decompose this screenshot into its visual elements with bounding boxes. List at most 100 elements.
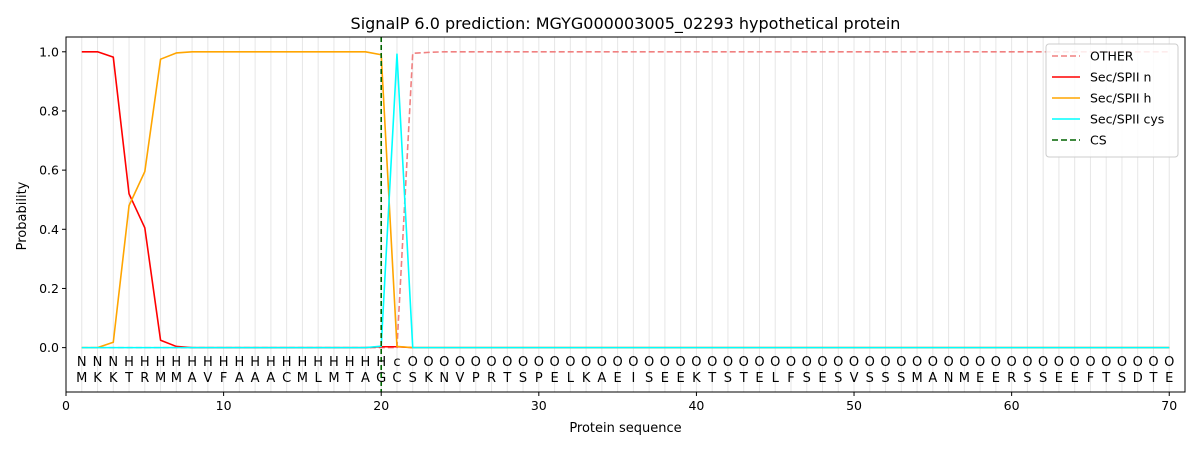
- residue-letter: S: [1023, 371, 1031, 386]
- annotation-letter: O: [1038, 355, 1048, 370]
- residue-letter: K: [109, 371, 118, 386]
- annotation-letter: H: [376, 355, 386, 370]
- residue-letter: S: [409, 371, 417, 386]
- x-axis-label: Protein sequence: [569, 421, 681, 436]
- annotation-letter: O: [739, 355, 749, 370]
- residue-letter: T: [739, 371, 748, 386]
- residue-letter: A: [597, 371, 606, 386]
- residue-letter: K: [93, 371, 102, 386]
- legend-label: OTHER: [1090, 49, 1134, 64]
- residue-letter: E: [614, 371, 622, 386]
- x-tick-label: 30: [531, 398, 547, 413]
- residue-letter: G: [376, 371, 386, 386]
- annotation-letter: O: [676, 355, 686, 370]
- legend-label: CS: [1090, 133, 1107, 148]
- annotation-letter: O: [613, 355, 623, 370]
- annotation-letter: O: [1022, 355, 1032, 370]
- annotation-letter: O: [896, 355, 906, 370]
- annotation-letter: O: [1007, 355, 1017, 370]
- residue-letter: E: [661, 371, 669, 386]
- annotation-letter: O: [423, 355, 433, 370]
- annotation-letter: O: [849, 355, 859, 370]
- residue-letter: A: [251, 371, 260, 386]
- annotation-letter: H: [313, 355, 323, 370]
- annotation-letter: O: [975, 355, 985, 370]
- annotation-letter: O: [865, 355, 875, 370]
- residue-letter: M: [297, 371, 308, 386]
- series-line-sec-spii-cys: [81, 53, 1170, 349]
- annotation-letter: O: [912, 355, 922, 370]
- annotation-letter: c: [393, 355, 400, 370]
- residue-letter: M: [171, 371, 182, 386]
- plot-frame: [65, 36, 1186, 393]
- annotation-letter: O: [691, 355, 701, 370]
- residue-letter: S: [866, 371, 874, 386]
- residue-letter: A: [928, 371, 937, 386]
- residue-letter: E: [677, 371, 685, 386]
- residue-letter: K: [692, 371, 701, 386]
- residue-letter: A: [235, 371, 244, 386]
- residue-letter: C: [392, 371, 401, 386]
- residue-letter: E: [755, 371, 763, 386]
- annotation-letter: H: [219, 355, 229, 370]
- annotation-letter: H: [329, 355, 339, 370]
- annotation-letter: O: [1117, 355, 1127, 370]
- residue-letter: S: [1118, 371, 1126, 386]
- annotation-letter: O: [991, 355, 1001, 370]
- residue-letter: M: [959, 371, 970, 386]
- legend-box: [1045, 43, 1179, 158]
- annotation-letter: N: [108, 355, 118, 370]
- annotation-letter: O: [1164, 355, 1174, 370]
- y-tick-label: 1.0: [39, 44, 59, 59]
- annotation-letter: O: [518, 355, 528, 370]
- residue-letter: S: [1039, 371, 1047, 386]
- residue-letter: V: [456, 371, 465, 386]
- annotation-letter: H: [140, 355, 150, 370]
- residue-letter: A: [361, 371, 370, 386]
- residue-letter: M: [328, 371, 339, 386]
- annotation-letter: O: [880, 355, 890, 370]
- annotation-letter: O: [1148, 355, 1158, 370]
- annotation-letter: H: [250, 355, 260, 370]
- residue-letter: A: [266, 371, 275, 386]
- annotation-letter: H: [187, 355, 197, 370]
- annotation-letter: O: [1133, 355, 1143, 370]
- residue-letter: P: [472, 371, 480, 386]
- annotation-letter: O: [786, 355, 796, 370]
- residue-letter: V: [203, 371, 212, 386]
- residue-letter: E: [1165, 371, 1173, 386]
- annotation-letter: H: [361, 355, 371, 370]
- residue-letter: N: [944, 371, 954, 386]
- annotation-letter: O: [802, 355, 812, 370]
- annotation-letter: N: [77, 355, 87, 370]
- annotation-letter: O: [959, 355, 969, 370]
- residue-letter: K: [582, 371, 591, 386]
- residue-letter: T: [345, 371, 354, 386]
- residue-letter: T: [1101, 371, 1110, 386]
- legend-label: Sec/SPII n: [1090, 70, 1151, 85]
- y-tick-label: 0.6: [39, 163, 59, 178]
- series-line-sec-spii-n: [81, 50, 1170, 349]
- residue-letter: R: [487, 371, 496, 386]
- x-tick-label: 0: [62, 398, 70, 413]
- annotation-letter: O: [817, 355, 827, 370]
- residue-letter: T: [707, 371, 716, 386]
- annotation-letter: O: [502, 355, 512, 370]
- y-tick-label: 0.8: [39, 103, 59, 118]
- residue-letter: M: [76, 371, 87, 386]
- series-line-sec-spii-h: [81, 50, 1170, 349]
- y-axis-label: Probability: [15, 181, 30, 250]
- y-tick-label: 0.0: [39, 340, 59, 355]
- annotation-letter: O: [1085, 355, 1095, 370]
- legend-label: Sec/SPII cys: [1090, 112, 1164, 127]
- residue-letter: E: [1071, 371, 1079, 386]
- residue-letter: F: [1087, 371, 1094, 386]
- x-tick-label: 40: [688, 398, 704, 413]
- residue-letter: N: [439, 371, 449, 386]
- annotation-letter: O: [581, 355, 591, 370]
- annotation-letter: O: [565, 355, 575, 370]
- annotation-letter: O: [439, 355, 449, 370]
- residue-letter: S: [645, 371, 653, 386]
- annotation-letter: O: [644, 355, 654, 370]
- residue-letter: S: [897, 371, 905, 386]
